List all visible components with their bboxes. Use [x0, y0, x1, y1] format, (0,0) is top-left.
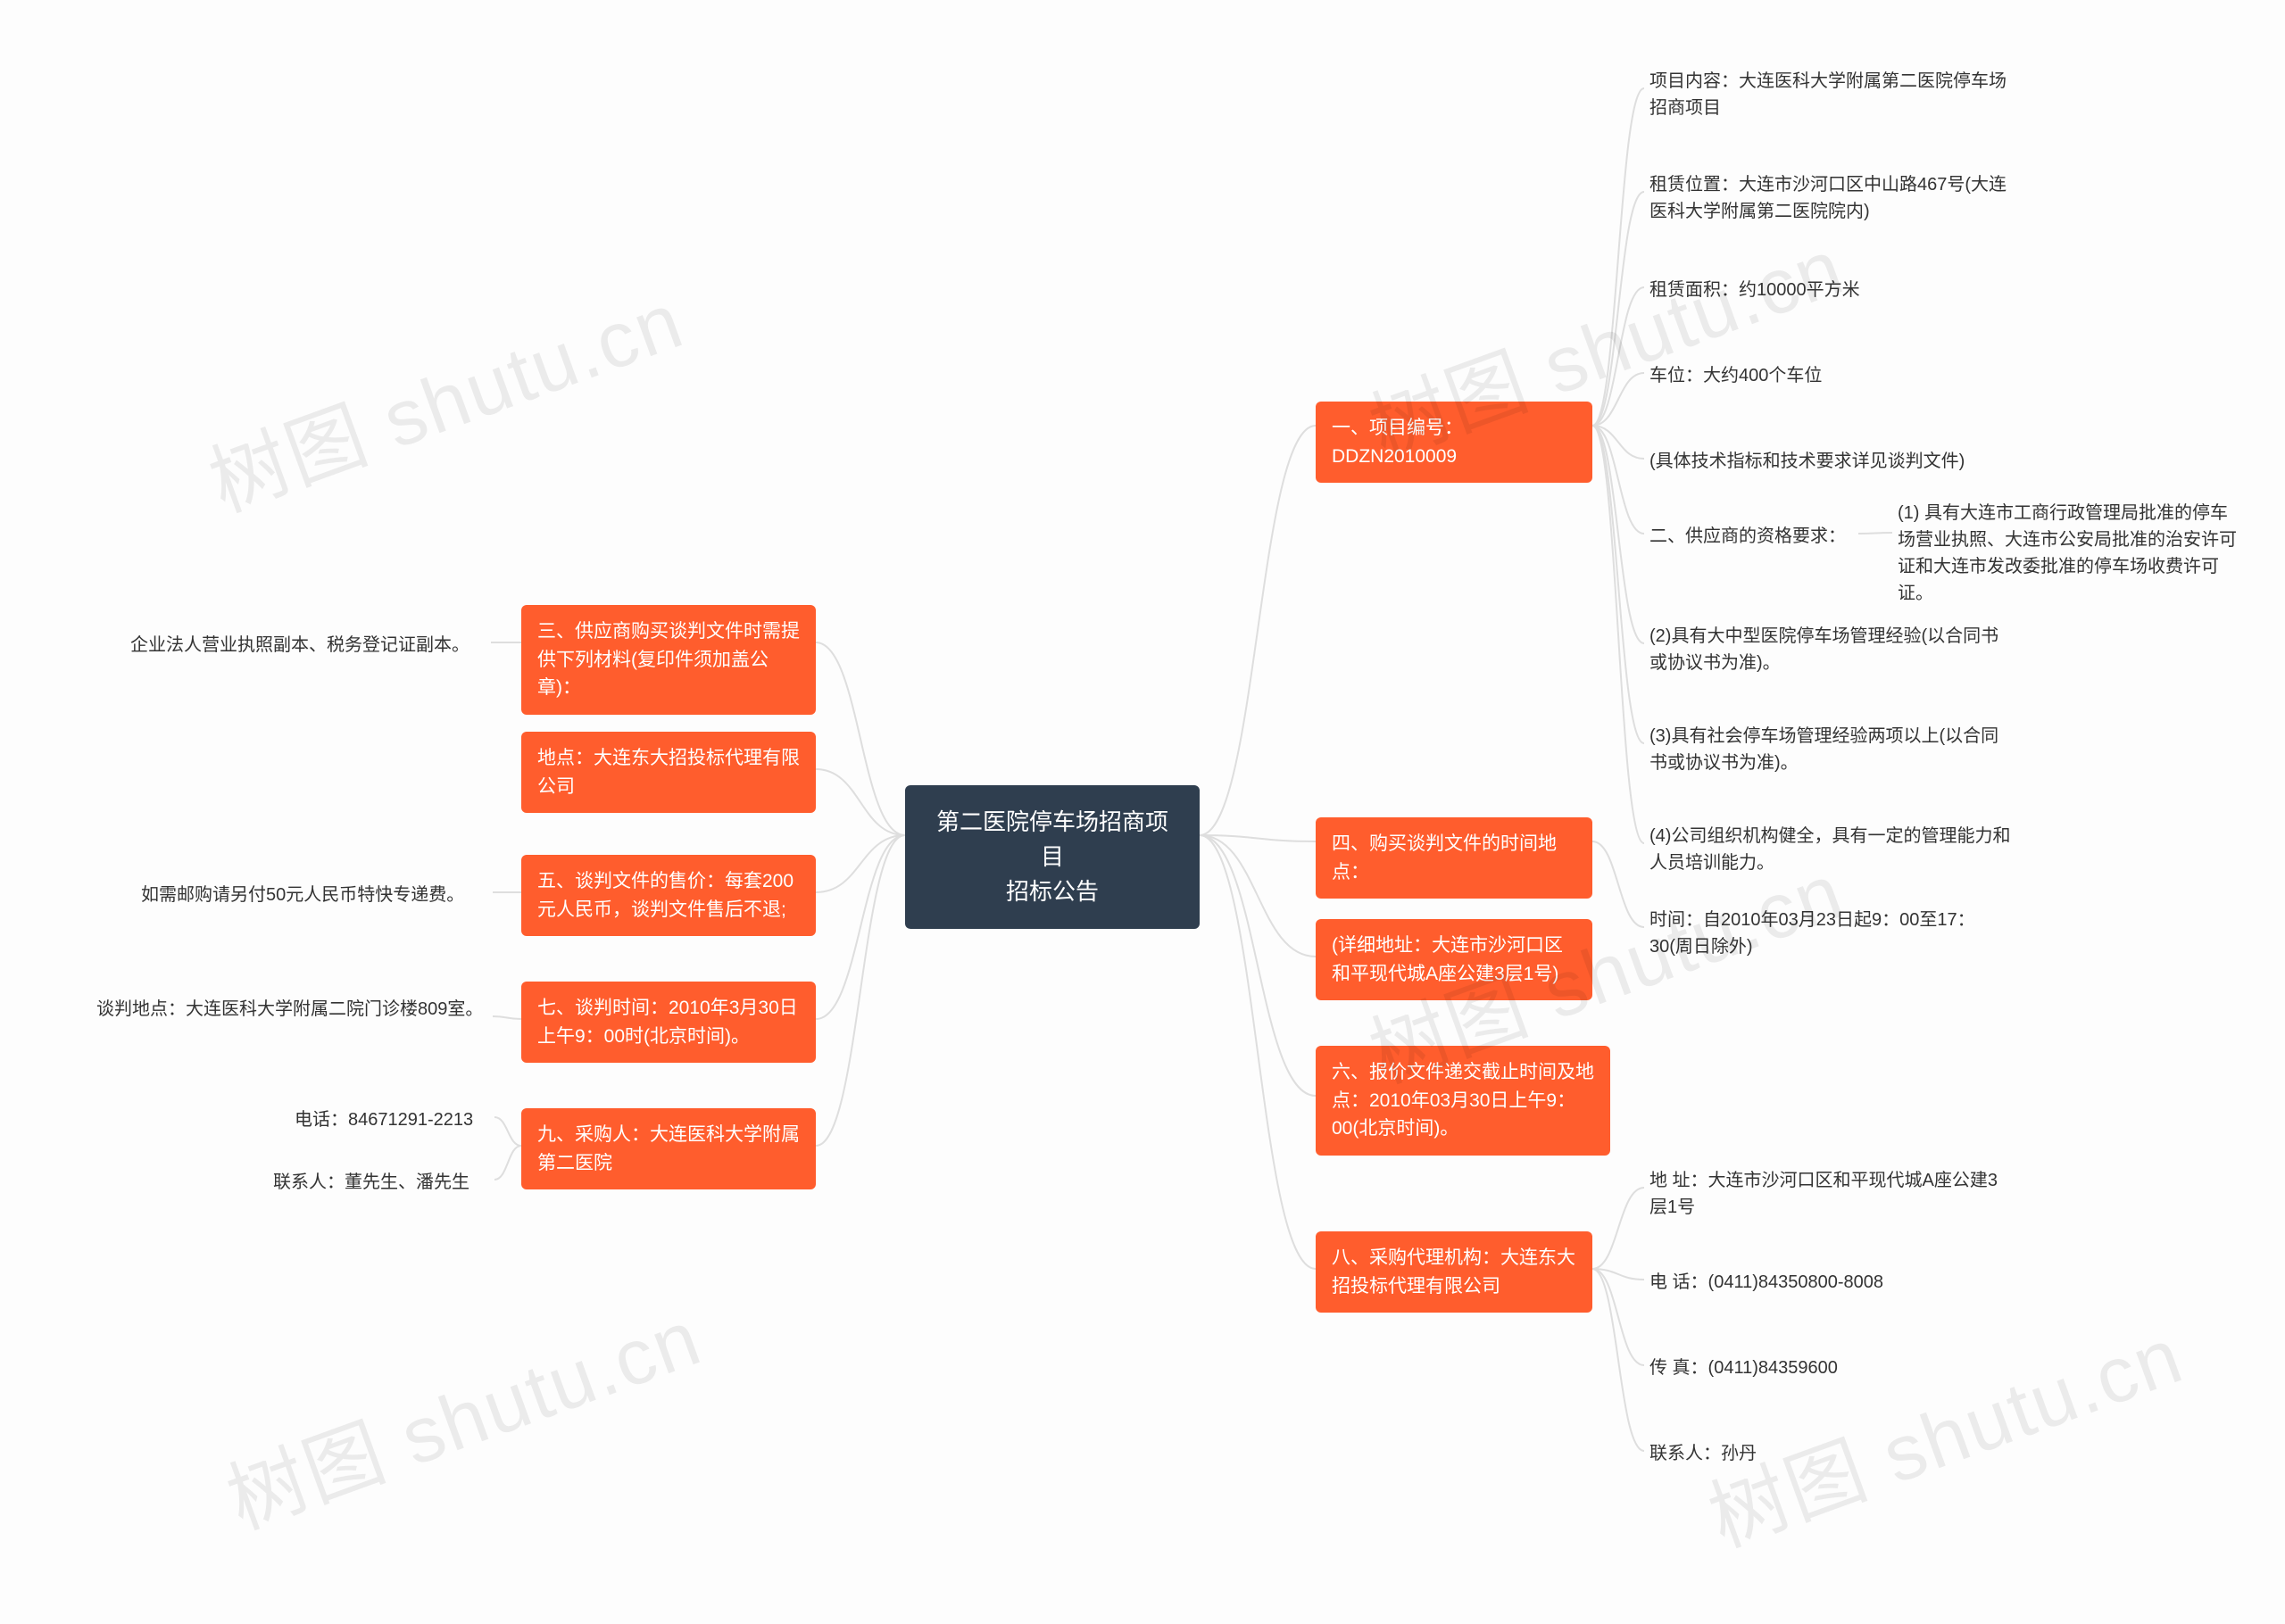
left-branch-2: 五、谈判文件的售价：每套200元人民币，谈判文件售后不退;	[521, 855, 816, 936]
watermark: 树图 shutu.cn	[1691, 1293, 2196, 1569]
right-branch-1-leaf-0: 时间：自2010年03月23日起9：00至17：30(周日除外)	[1644, 899, 2019, 967]
right-branch-0-leaf-7: (3)具有社会停车场管理经验两项以上(以合同书或协议书为准)。	[1644, 716, 2019, 783]
left-branch-0-leaf-0: 企业法人营业执照副本、税务登记证副本。	[125, 625, 491, 666]
right-branch-3: 六、报价文件递交截止时间及地点：2010年03月30日上午9：00(北京时间)。	[1316, 1046, 1610, 1156]
left-branch-4-leaf-1: 联系人：董先生、潘先生	[268, 1162, 494, 1203]
right-branch-4-leaf-3: 联系人：孙丹	[1644, 1433, 1778, 1474]
left-branch-1: 地点：大连东大招投标代理有限公司	[521, 732, 816, 813]
right-branch-0-leaf-8: (4)公司组织机构健全，具有一定的管理能力和人员培训能力。	[1644, 816, 2019, 883]
left-branch-2-leaf-0: 如需邮购请另付50元人民币特快专递费。	[136, 874, 493, 916]
root-node: 第二医院停车场招商项目招标公告	[905, 785, 1200, 929]
right-branch-0: 一、项目编号：DDZN2010009	[1316, 402, 1592, 483]
right-branch-4: 八、采购代理机构：大连东大招投标代理有限公司	[1316, 1231, 1592, 1313]
left-branch-0: 三、供应商购买谈判文件时需提供下列材料(复印件须加盖公章)：	[521, 605, 816, 715]
right-branch-0-leaf-5-sub-0: (1) 具有大连市工商行政管理局批准的停车场营业执照、大连市公安局批准的治安许可…	[1892, 493, 2249, 614]
left-branch-4: 九、采购人：大连医科大学附属第二医院	[521, 1108, 816, 1189]
right-branch-0-leaf-3: 车位：大约400个车位	[1644, 355, 1858, 396]
watermark: 树图 shutu.cn	[192, 258, 696, 534]
left-branch-3: 七、谈判时间：2010年3月30日上午9：00时(北京时间)。	[521, 982, 816, 1063]
right-branch-1: 四、购买谈判文件的时间地点：	[1316, 817, 1592, 899]
right-branch-4-leaf-2: 传 真：(0411)84359600	[1644, 1347, 1876, 1388]
left-branch-3-leaf-0: 谈判地点：大连医科大学附属二院门诊楼809室。	[91, 989, 493, 1030]
right-branch-4-leaf-1: 电 话：(0411)84350800-8008	[1644, 1262, 1921, 1303]
right-branch-0-leaf-5: 二、供应商的资格要求：	[1644, 516, 1858, 557]
watermark: 树图 shutu.cn	[210, 1275, 714, 1551]
right-branch-0-leaf-1: 租赁位置：大连市沙河口区中山路467号(大连医科大学附属第二医院院内)	[1644, 164, 2028, 232]
left-branch-4-leaf-0: 电话：84671291-2213	[289, 1099, 494, 1140]
right-branch-0-leaf-6: (2)具有大中型医院停车场管理经验(以合同书或协议书为准)。	[1644, 616, 2019, 684]
right-branch-2: (详细地址：大连市沙河口区和平现代城A座公建3层1号)	[1316, 919, 1592, 1000]
right-branch-0-leaf-4: (具体技术指标和技术要求详见谈判文件)	[1644, 441, 2001, 482]
right-branch-4-leaf-0: 地 址：大连市沙河口区和平现代城A座公建3层1号	[1644, 1160, 2019, 1228]
right-branch-0-leaf-2: 租赁面积：约10000平方米	[1644, 269, 1894, 311]
right-branch-0-leaf-0: 项目内容：大连医科大学附属第二医院停车场招商项目	[1644, 61, 2028, 128]
